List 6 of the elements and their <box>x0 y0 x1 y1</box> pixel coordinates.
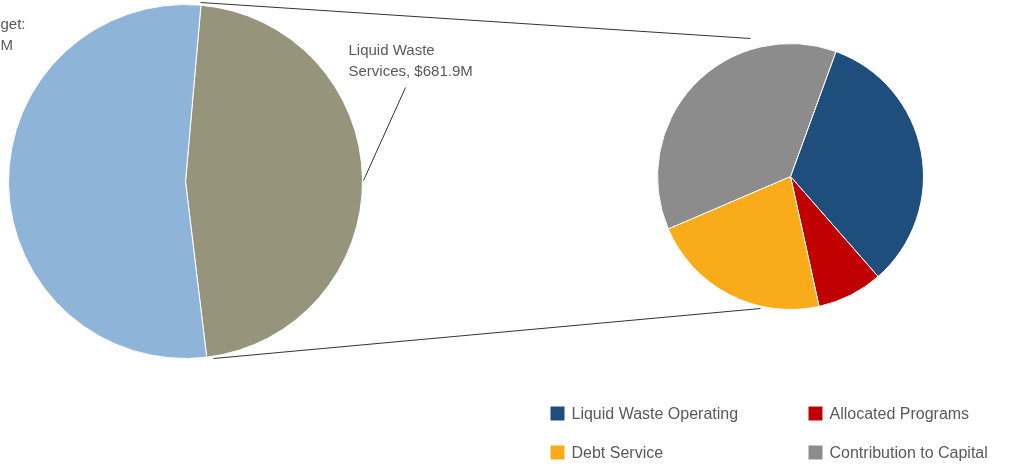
legend-label: Liquid Waste Operating <box>571 405 739 422</box>
legend-label: Debt Service <box>571 444 664 461</box>
slice-label: get: M <box>0 14 26 53</box>
legend-label: Contribution to Capital <box>829 444 988 461</box>
slice-label: Liquid Waste Services, $681.9M <box>348 40 473 79</box>
legend-label: Allocated Programs <box>829 405 970 422</box>
